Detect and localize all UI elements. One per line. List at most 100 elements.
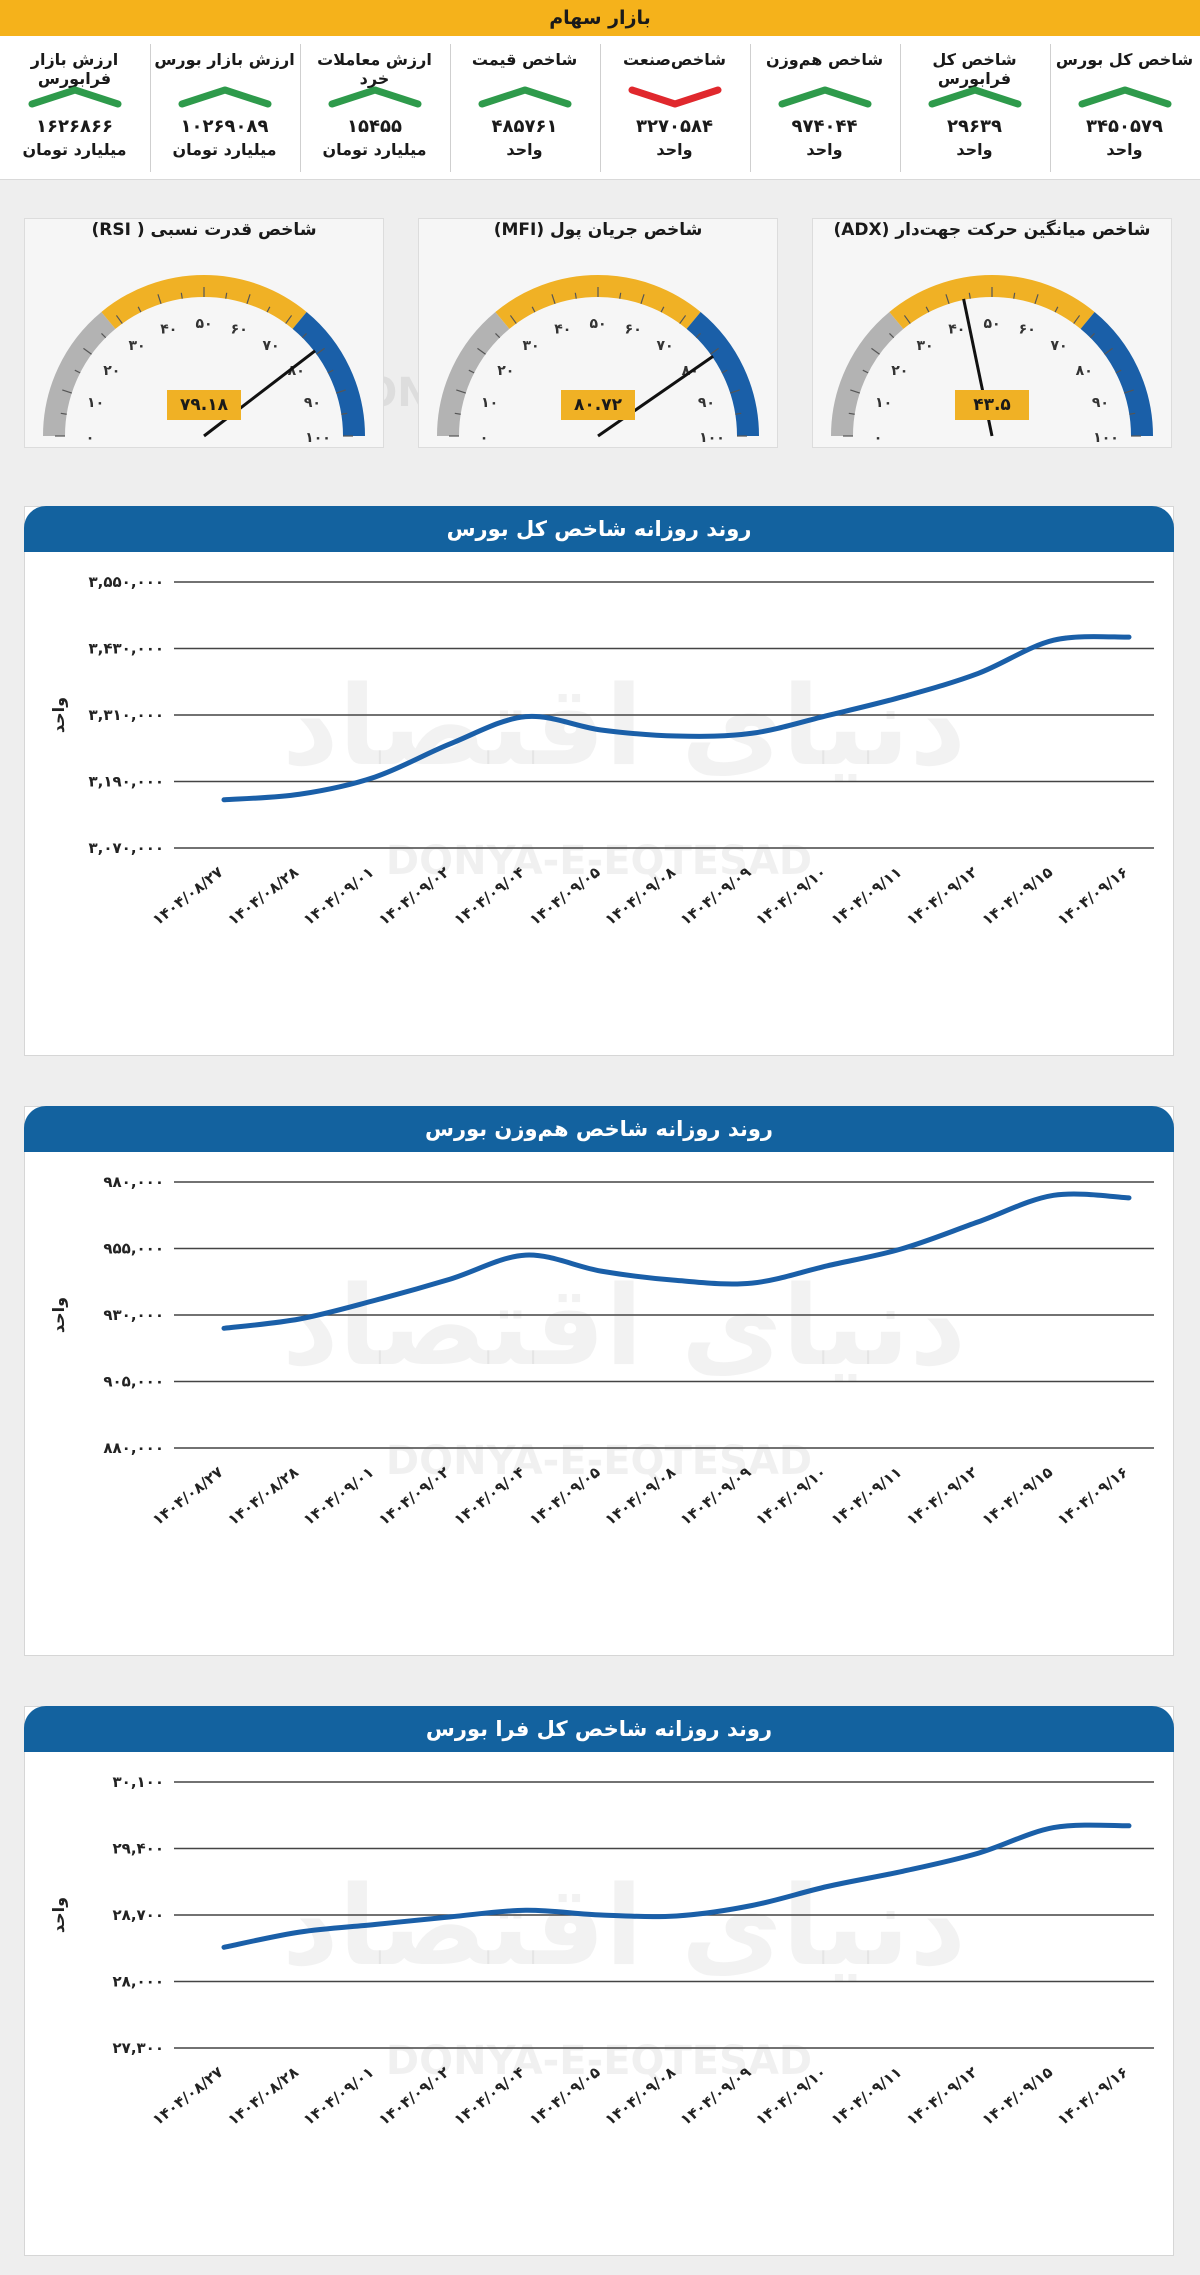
indicator-value: ۱۵۴۵۵ xyxy=(347,116,402,137)
gauge-tick-label: ۷۰ xyxy=(1050,338,1067,354)
gauge-tick-label: ۳۰ xyxy=(916,338,933,354)
gauge-tick xyxy=(285,315,293,324)
gauge-tick-label: ۶۰ xyxy=(1019,322,1036,338)
indicator-value: ۲۹۶۳۹ xyxy=(947,116,1002,137)
gauge-tick xyxy=(903,315,911,324)
gauge-value: ۸۰.۷۲ xyxy=(561,390,635,420)
indicator-divider xyxy=(450,44,451,172)
indicator-label: شاخص قیمت xyxy=(471,50,578,69)
indicator-unit: واحد xyxy=(1106,140,1143,159)
gauge-value: ۴۳.۵ xyxy=(955,390,1029,420)
indicator-divider xyxy=(1050,44,1051,172)
gauge-tick xyxy=(889,333,895,339)
chart-header xyxy=(24,1706,1174,1752)
x-tick-label: ۱۴۰۴/۰۹/۱۵ xyxy=(979,863,1056,929)
indicator-unit: میلیارد تومان xyxy=(22,140,127,159)
gauge-tick-label: ۴۰ xyxy=(948,322,965,338)
x-tick-label: ۱۴۰۴/۰۹/۱۱ xyxy=(828,1463,905,1529)
gauge-band-mid xyxy=(495,275,701,329)
gauge-tick xyxy=(301,333,307,339)
x-tick-label: ۱۴۰۴/۰۸/۲۸ xyxy=(224,863,301,929)
gauge-tick-label: ۱۰۰ xyxy=(699,430,725,446)
x-tick-label: ۱۴۰۴/۰۸/۲۷ xyxy=(149,1463,226,1529)
indicator-card: ارزش بازار بورس ۱۰۲۶۹۰۸۹ میلیارد تومان xyxy=(150,36,299,180)
gauge-tick-label: ۴۰ xyxy=(554,322,571,338)
x-tick-label: ۱۴۰۴/۰۹/۱۶ xyxy=(1054,863,1131,929)
indicator-card: شاخص کل فرابورس ۲۹۶۳۹ واحد xyxy=(900,36,1049,180)
gauge-tick-label: ۵۰ xyxy=(589,316,606,332)
y-tick-label: ۳۰,۱۰۰ xyxy=(113,1773,164,1791)
indicator-row: شاخص کل بورس ۳۴۵۰۵۷۹ واحد شاخص کل فرابورس ۲۹… xyxy=(0,36,1200,180)
gauge-tick xyxy=(679,315,687,324)
gauge-title: شاخص قدرت نسبی ( RSI) xyxy=(91,220,317,240)
line-chart: DONYA-E-EQTESAD دنیای اقتصاد ۸۸۰,۰۰۰ ۹۰۵,۰۰… xyxy=(49,1173,1154,1529)
gauge-band-low xyxy=(43,311,116,437)
x-tick-label: ۱۴۰۴/۰۸/۲۷ xyxy=(149,863,226,929)
trend-up-icon xyxy=(1078,86,1172,108)
indicator-unit: واحد xyxy=(656,140,693,159)
gauge-tick xyxy=(468,369,475,374)
gauge-title: شاخص میانگین حرکت جهت‌دار (ADX) xyxy=(833,220,1151,240)
gauge-tick xyxy=(1073,315,1081,324)
indicator-divider xyxy=(900,44,901,172)
gauge-tick xyxy=(266,306,271,313)
indicator-label: ارزش بازار بورس xyxy=(154,50,295,69)
indicator-card: ارزش معاملات خرد ۱۵۴۵۵ میلیارد تومان xyxy=(300,36,449,180)
gauge-tick xyxy=(551,294,556,304)
gauge-tick xyxy=(848,412,855,415)
gauge-tick xyxy=(83,347,92,355)
gauge-tick-label: ۹۰ xyxy=(698,395,715,411)
y-tick-label: ۳,۳۱۰,۰۰۰ xyxy=(89,706,164,724)
gauge-band-mid xyxy=(889,275,1095,329)
x-tick-label: ۱۴۰۴/۰۹/۰۱ xyxy=(300,1463,377,1529)
indicator-value: ۳۲۷۰۵۸۴ xyxy=(636,116,713,137)
x-tick-label: ۱۴۰۴/۰۹/۱۵ xyxy=(979,1463,1056,1529)
gauge-tick xyxy=(871,347,880,355)
chart-title: روند روزانه شاخص کل فرا بورس xyxy=(425,1717,773,1741)
gauge-band-mid xyxy=(101,275,307,329)
gauge-band-low xyxy=(437,311,510,437)
watermark-latin: DONYA-E-EQTESAD xyxy=(386,1438,812,1484)
chart-header xyxy=(24,1106,1174,1152)
gauge-tick xyxy=(574,292,577,299)
gauge-tick-label: ۰ xyxy=(480,430,489,446)
gauge-tick-label: ۹۰ xyxy=(304,395,321,411)
gauge-tick xyxy=(1124,389,1134,394)
y-tick-label: ۳,۱۹۰,۰۰۰ xyxy=(89,773,164,791)
gauge-title: شاخص جریان پول (MFI) xyxy=(493,220,703,240)
trend-down-icon xyxy=(628,86,722,108)
y-axis-label: واحد xyxy=(49,697,68,733)
gauge-tick xyxy=(850,389,860,394)
gauge-tick xyxy=(968,292,971,299)
y-tick-label: ۲۷,۳۰۰ xyxy=(113,2039,164,2057)
watermark-latin: DONYA-E-EQTESAD xyxy=(386,2038,812,2084)
x-tick-label: ۱۴۰۴/۰۸/۲۷ xyxy=(149,2063,226,2129)
y-tick-label: ۹۰۵,۰۰۰ xyxy=(103,1373,164,1391)
trend-up-icon xyxy=(28,86,122,108)
gauge-tick xyxy=(695,333,701,339)
indicator-label: شاخص کل بورس xyxy=(1055,50,1194,69)
y-tick-label: ۹۵۵,۰۰۰ xyxy=(103,1240,164,1258)
indicator-label: ارزش بازار فرابورس xyxy=(30,50,119,88)
gauge-tick xyxy=(74,369,81,374)
gauge-tick-label: ۱۰۰ xyxy=(305,430,331,446)
gauge-needle xyxy=(203,349,317,438)
trend-up-icon xyxy=(928,86,1022,108)
gauge-tick-label: ۲۰ xyxy=(103,363,120,379)
page-title: بازار سهام xyxy=(549,7,651,29)
gauge-tick xyxy=(1054,306,1059,313)
indicator-unit: واحد xyxy=(506,140,543,159)
gauge-band-high xyxy=(292,311,365,437)
gauge-tick-label: ۱۰ xyxy=(481,395,498,411)
gauge-band-high xyxy=(1080,311,1153,437)
gauge-tick xyxy=(640,294,645,304)
indicator-divider xyxy=(750,44,751,172)
gauge-tick xyxy=(454,412,461,415)
indicator-value: ۱۶۲۶۸۶۶ xyxy=(36,116,113,137)
gauge-tick xyxy=(710,347,719,355)
gauge-tick xyxy=(137,306,142,313)
gauge-tick xyxy=(157,294,162,304)
trend-up-icon xyxy=(328,86,422,108)
indicator-divider xyxy=(300,44,301,172)
